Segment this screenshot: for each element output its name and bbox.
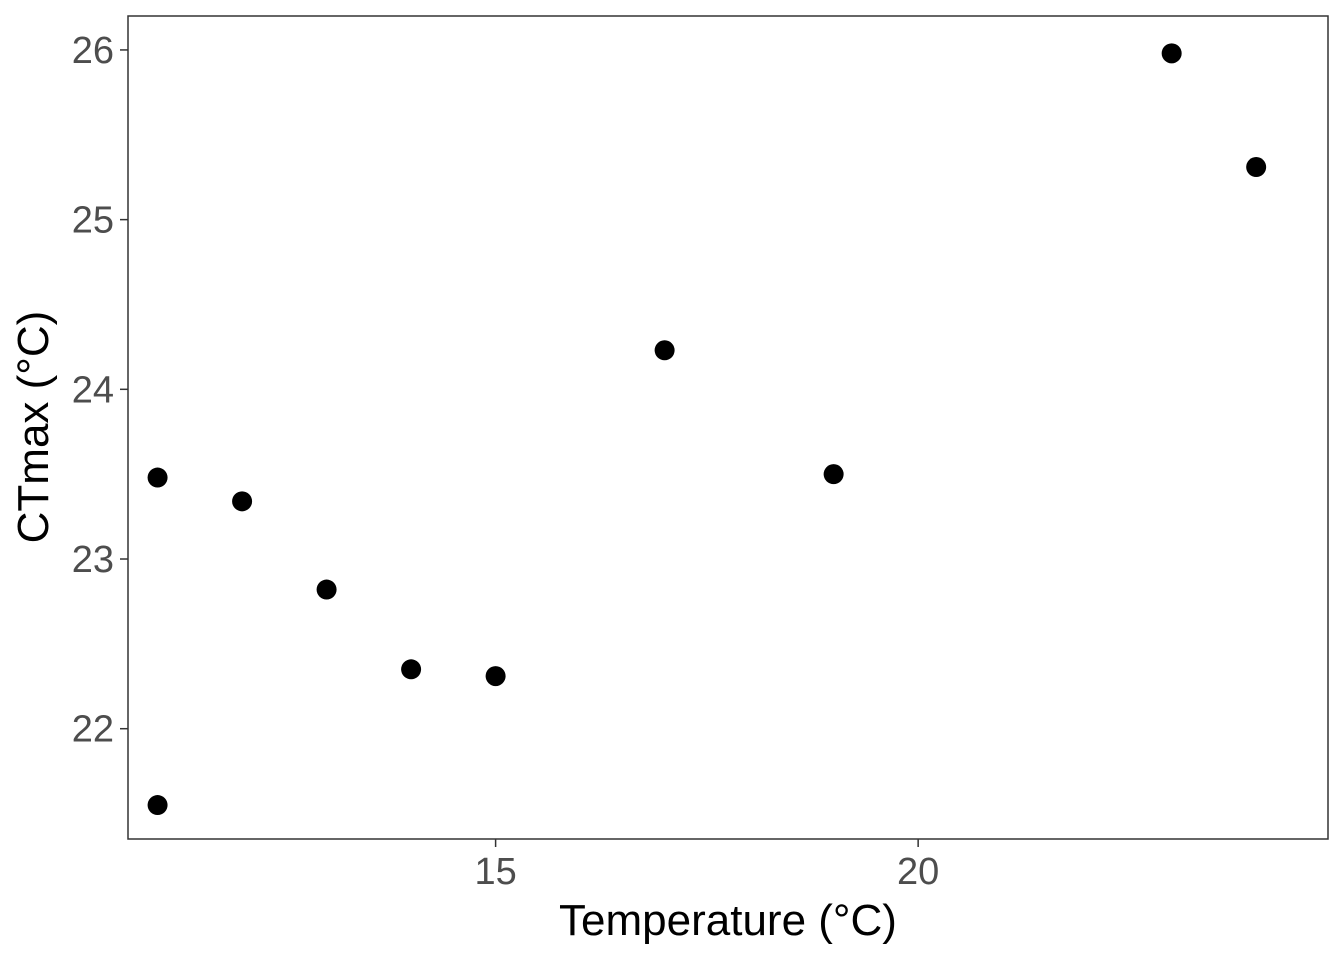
y-tick-label: 24 (72, 369, 114, 411)
y-axis-ticks: 22 23 24 25 26 (72, 30, 128, 751)
x-axis-ticks: 15 20 (474, 839, 939, 893)
data-point (316, 579, 337, 600)
data-point (147, 795, 168, 816)
y-tick-label: 26 (72, 30, 114, 72)
data-points (147, 43, 1267, 816)
data-point (823, 464, 844, 485)
x-tick-label: 15 (474, 851, 516, 893)
data-point (485, 666, 506, 687)
data-point (654, 340, 675, 361)
data-point (1246, 157, 1267, 178)
plot-panel (127, 15, 1329, 840)
y-tick-label: 25 (72, 200, 114, 242)
y-tick-label: 23 (72, 539, 114, 581)
data-point (147, 467, 168, 488)
y-axis-title: CTmax (°C) (9, 311, 58, 544)
x-axis-title: Temperature (°C) (559, 896, 897, 945)
data-point (1161, 43, 1182, 64)
y-tick-label: 22 (72, 709, 114, 751)
data-point (401, 659, 422, 680)
x-tick-label: 20 (897, 851, 939, 893)
data-point (232, 491, 253, 512)
